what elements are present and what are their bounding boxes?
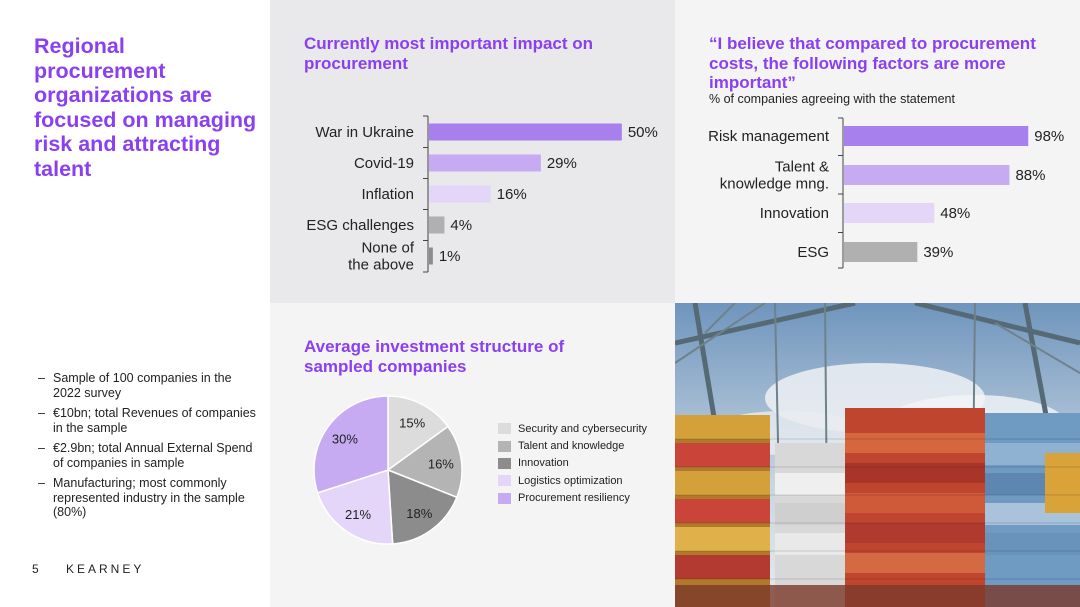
legend-swatch [498,440,511,452]
factors-bar-chart: Risk management 98% Talent & knowledge mng.… [708,117,1064,269]
category-label: War in Ukraine [315,124,414,141]
category-label: None of the above [348,240,415,274]
category-label: Risk management [708,128,830,145]
category-label: Innovation [760,205,829,222]
pie-value-label: 21% [345,507,371,522]
note-item: €2.9bn; total Annual External Spend of c… [36,441,256,470]
investment-pie-legend: Security and cybersecurity Talent and kno… [498,420,647,507]
pie-value-label: 18% [406,506,432,521]
value-label: 48% [940,205,970,222]
legend-label: Security and cybersecurity [518,422,647,435]
pie-slice [387,395,449,472]
investment-pie-chart: 15% 16% 18% 21% 30% [313,395,463,545]
legend-swatch [498,475,511,487]
legend-item: Logistics optimization [498,472,647,489]
pie-slice [313,395,389,494]
container-port-cranes-photo [675,303,1080,607]
factors-chart-subtitle: % of companies agreeing with the stateme… [709,92,955,106]
note-item: Manufacturing; most commonly represented… [36,476,256,520]
bar [429,123,622,141]
factors-panel: “I believe that compared to procurement … [675,0,1080,303]
category-label: Inflation [361,186,414,203]
category-label: Covid-19 [354,155,414,172]
value-label: 1% [439,248,461,265]
bar [429,154,541,172]
impact-chart-title: Currently most important impact on procu… [304,34,594,73]
category-label: ESG challenges [306,217,414,234]
pie-slice [387,468,458,545]
impact-panel: Currently most important impact on procu… [270,0,675,303]
value-label: 98% [1034,128,1064,145]
pie-value-label: 16% [428,456,454,471]
legend-label: Logistics optimization [518,474,623,487]
legend-item: Procurement resiliency [498,490,647,507]
legend-label: Procurement resiliency [518,492,630,505]
note-item: €10bn; total Revenues of companies in th… [36,406,256,435]
sample-notes: Sample of 100 companies in the 2022 surv… [36,371,256,526]
value-label: 50% [628,124,658,141]
legend-item: Innovation [498,455,647,472]
category-label: Talent & knowledge mng. [720,159,829,193]
value-label: 88% [1015,167,1045,184]
slide-title: Regional procurement organizations are f… [34,34,257,181]
bar [844,126,1029,146]
factors-chart-title: “I believe that compared to procurement … [709,34,1036,92]
legend-item: Security and cybersecurity [498,420,647,437]
legend-label: Talent and knowledge [518,440,625,453]
bar [844,242,918,262]
bar [429,185,491,203]
impact-bar-chart: War in Ukraine 50% Covid-19 29% Inflation 16%… [306,115,658,274]
note-item: Sample of 100 companies in the 2022 surv… [36,371,256,400]
pie-slice [316,468,394,545]
legend-swatch [498,492,511,504]
value-label: 39% [923,244,953,261]
photo-illustration [675,303,1080,607]
pie-value-label: 15% [399,416,425,431]
legend-item: Talent and knowledge [498,437,647,454]
investment-chart-title: Average investment structure of sampled … [304,337,565,376]
pie-slice [386,425,463,499]
brand-logo: KEARNEY [66,562,145,576]
legend-swatch [498,423,511,435]
bar [844,165,1010,185]
value-label: 29% [547,155,577,172]
category-label: ESG [797,244,829,261]
bar [429,216,445,234]
bar [844,203,935,223]
left-panel: Regional procurement organizations are f… [0,0,270,607]
value-label: 16% [497,186,527,203]
pie-value-label: 30% [332,432,358,447]
legend-swatch [498,457,511,469]
value-label: 4% [450,217,472,234]
page-number: 5 [32,562,39,576]
bar [429,247,433,265]
legend-label: Innovation [518,457,569,470]
